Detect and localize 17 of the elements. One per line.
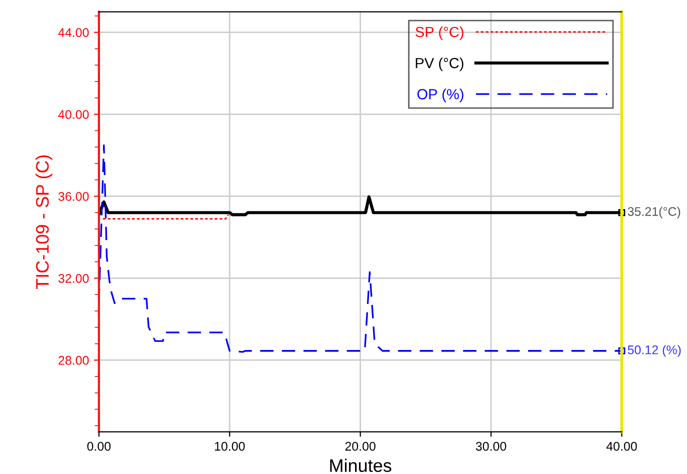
- x-tick-label: 20.00: [345, 442, 376, 451]
- x-tick-label: 30.00: [476, 442, 506, 451]
- annotation: 35.21(°C): [628, 206, 680, 218]
- x-axis-title: Minutes: [330, 458, 392, 472]
- y-tick-label: 36.00: [58, 192, 89, 201]
- y-tick-label: 44.00: [58, 28, 89, 37]
- y-tick-label: 28.00: [58, 356, 89, 365]
- y-tick-label: 40.00: [58, 110, 89, 119]
- y-tick-label: 32.00: [58, 274, 89, 283]
- x-tick-label: 10.00: [214, 442, 245, 451]
- x-tick-label: 0.00: [87, 442, 111, 451]
- annotation: 50.12 (%): [628, 345, 681, 357]
- text: SP (°C): [416, 26, 464, 40]
- text: OP (%): [417, 88, 464, 102]
- x-tick-label: 40.00: [606, 442, 637, 451]
- y-axis-title: TIC-109 - SP (C): [36, 155, 52, 289]
- text: PV (°C): [416, 58, 464, 72]
